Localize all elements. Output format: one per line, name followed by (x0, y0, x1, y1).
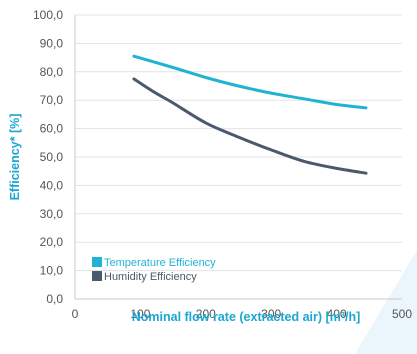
x-tick-label: 400 (327, 307, 347, 321)
series-lines (132, 54, 368, 175)
x-tick-label: 500 (392, 307, 412, 321)
y-tick-label: 20,0 (40, 235, 64, 249)
y-tick-label: 0,0 (46, 292, 63, 306)
legend-swatch (92, 271, 102, 281)
y-tick-label: 100,0 (33, 8, 63, 22)
series-line-humidity (132, 77, 368, 175)
legend-label: Temperature Efficiency (104, 257, 216, 269)
y-tick-label: 50,0 (40, 150, 64, 164)
y-axis-title: Efficiency* [%] (8, 114, 22, 201)
gridlines (75, 14, 402, 300)
x-axis-title: Nominal flow rate (extracted air) [m³/h] (132, 310, 361, 324)
background-accent-stripe (355, 250, 417, 354)
y-tick-label: 80,0 (40, 65, 64, 79)
y-tick-label: 30,0 (40, 207, 64, 221)
x-tick-labels: 0 100 200 300 400 500 (72, 307, 413, 321)
x-tick-label: 300 (261, 307, 281, 321)
x-tick-label: 200 (196, 307, 216, 321)
y-tick-label: 70,0 (40, 93, 64, 107)
x-tick-label: 100 (130, 307, 150, 321)
x-tick-label: 0 (72, 307, 79, 321)
legend-label: Humidity Efficiency (104, 271, 197, 283)
y-tick-labels: 0,0 10,0 20,0 30,0 40,0 50,0 60,0 70,0 80,0 90,0 1… (33, 8, 63, 306)
y-tick-label: 90,0 (40, 36, 64, 50)
y-tick-label: 60,0 (40, 122, 64, 136)
y-tick-label: 40,0 (40, 178, 64, 192)
legend: Temperature Efficiency Humidity Efficienc… (92, 257, 216, 283)
y-tick-label: 10,0 (40, 264, 64, 278)
series-line-temperature (132, 54, 368, 110)
legend-swatch (92, 257, 102, 267)
